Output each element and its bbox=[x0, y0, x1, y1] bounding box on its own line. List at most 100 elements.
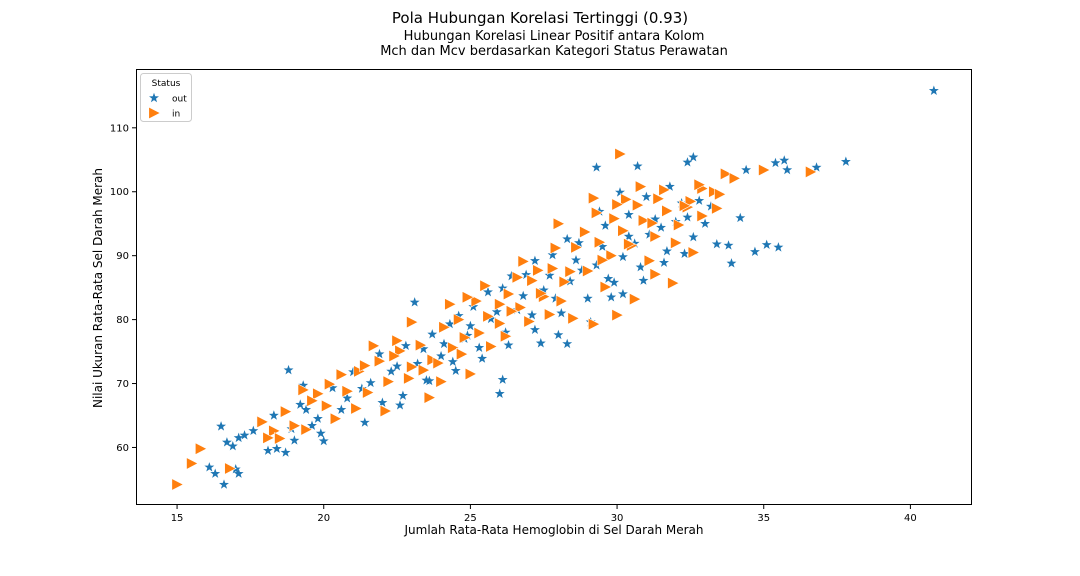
legend: Status out in bbox=[140, 73, 192, 122]
data-point-out bbox=[617, 288, 628, 299]
data-point-out bbox=[644, 229, 655, 239]
data-point-in bbox=[459, 331, 472, 344]
data-point-in bbox=[544, 308, 557, 321]
data-point-out bbox=[773, 242, 784, 252]
data-point-out bbox=[711, 238, 722, 249]
data-point-in bbox=[637, 214, 651, 227]
data-point-out bbox=[359, 417, 370, 427]
y-tick-label: 70 bbox=[116, 379, 129, 390]
data-point-in bbox=[693, 178, 707, 192]
data-point-in bbox=[494, 317, 507, 330]
data-point-in bbox=[438, 320, 451, 334]
data-point-out bbox=[617, 251, 628, 262]
data-point-in bbox=[535, 287, 548, 300]
data-point-in bbox=[382, 375, 396, 388]
data-point-out bbox=[392, 361, 403, 371]
data-point-in bbox=[679, 199, 692, 213]
data-point-out bbox=[315, 428, 326, 438]
data-point-out bbox=[682, 212, 693, 222]
data-point-out bbox=[298, 380, 309, 390]
x-tick-label: 25 bbox=[464, 513, 477, 524]
data-point-out bbox=[682, 157, 693, 167]
data-point-out bbox=[723, 240, 734, 250]
data-point-out bbox=[749, 246, 760, 257]
data-point-out bbox=[565, 276, 576, 286]
data-point-out bbox=[356, 383, 367, 393]
data-point-out bbox=[609, 277, 620, 287]
data-point-out bbox=[535, 338, 546, 348]
data-points bbox=[171, 85, 939, 491]
data-point-out bbox=[336, 404, 347, 414]
data-point-out bbox=[221, 437, 232, 447]
data-point-in bbox=[280, 405, 293, 419]
data-point-out bbox=[544, 270, 555, 280]
data-point-out bbox=[694, 195, 705, 205]
data-point-in bbox=[617, 224, 630, 238]
data-point-out bbox=[219, 479, 229, 489]
data-point-out bbox=[527, 309, 537, 320]
data-point-in bbox=[494, 297, 507, 311]
data-point-out bbox=[301, 404, 312, 414]
data-point-in bbox=[687, 246, 701, 259]
data-point-out bbox=[485, 313, 496, 324]
x-tick-label: 35 bbox=[757, 513, 770, 524]
data-point-out bbox=[365, 377, 376, 388]
data-point-out bbox=[497, 374, 508, 384]
data-point-out bbox=[529, 324, 540, 335]
data-point-in bbox=[406, 315, 419, 329]
data-point-in bbox=[620, 193, 633, 206]
data-point-out bbox=[453, 310, 464, 320]
data-point-in bbox=[599, 280, 613, 294]
data-point-in bbox=[359, 359, 372, 373]
data-point-in bbox=[758, 163, 771, 177]
data-point-out bbox=[418, 343, 429, 354]
data-point-out bbox=[553, 329, 564, 340]
data-point-out bbox=[436, 350, 447, 361]
data-point-in bbox=[611, 198, 624, 211]
data-point-out bbox=[289, 435, 300, 445]
data-point-in bbox=[415, 338, 428, 352]
data-point-out bbox=[447, 356, 458, 366]
data-point-in bbox=[324, 377, 337, 391]
data-point-out bbox=[409, 297, 420, 307]
data-point-out bbox=[248, 425, 259, 436]
data-point-in bbox=[661, 204, 674, 218]
data-point-in bbox=[470, 294, 484, 308]
data-point-in bbox=[379, 404, 393, 418]
data-point-out bbox=[811, 162, 822, 172]
data-point-in bbox=[526, 274, 539, 287]
data-point-out bbox=[591, 162, 602, 172]
series-in bbox=[171, 147, 818, 491]
data-point-out bbox=[268, 410, 279, 420]
series-out bbox=[204, 85, 939, 489]
data-point-out bbox=[348, 366, 359, 377]
data-point-in bbox=[608, 212, 621, 225]
data-point-out bbox=[327, 382, 338, 393]
data-point-in bbox=[614, 147, 627, 161]
data-point-out bbox=[503, 339, 514, 350]
data-point-out bbox=[529, 255, 540, 265]
data-point-in bbox=[417, 363, 431, 377]
data-point-out bbox=[397, 390, 408, 400]
data-point-out bbox=[629, 238, 640, 248]
data-point-in bbox=[564, 265, 577, 279]
data-point-in bbox=[444, 297, 457, 311]
data-point-out bbox=[688, 231, 699, 242]
data-point-in bbox=[195, 442, 208, 456]
x-tick-label: 20 bbox=[317, 513, 330, 524]
data-point-in bbox=[673, 218, 686, 232]
data-point-in bbox=[485, 340, 498, 353]
data-point-out bbox=[656, 222, 667, 232]
data-point-in bbox=[591, 206, 604, 220]
data-point-in bbox=[479, 279, 492, 293]
data-point-out bbox=[450, 365, 461, 375]
data-point-in bbox=[362, 386, 375, 399]
data-point-in bbox=[670, 236, 683, 250]
data-point-out bbox=[263, 445, 273, 455]
data-point-out bbox=[623, 209, 634, 219]
data-point-out bbox=[641, 191, 652, 202]
data-point-out bbox=[726, 258, 737, 268]
data-point-out bbox=[424, 375, 435, 386]
data-point-in bbox=[696, 209, 709, 223]
data-point-in bbox=[350, 402, 363, 415]
